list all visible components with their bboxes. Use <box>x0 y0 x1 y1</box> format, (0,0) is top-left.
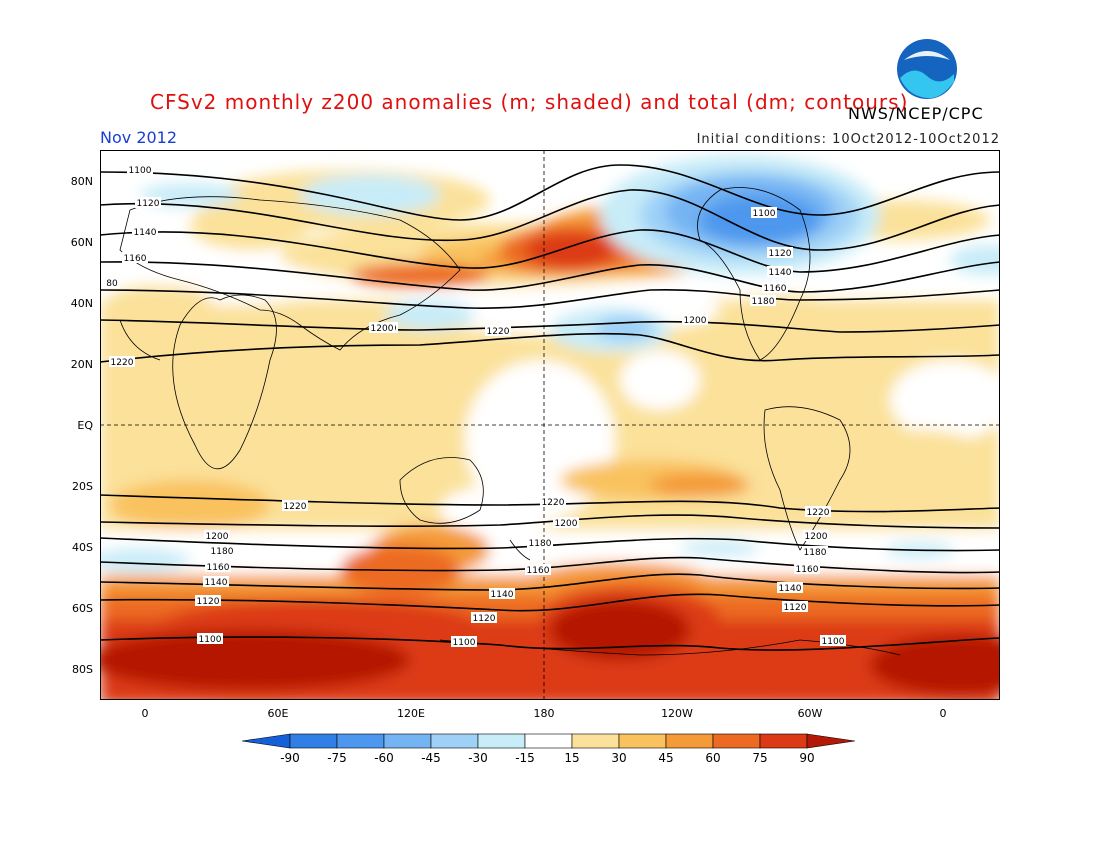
colorbar-segment <box>665 733 714 749</box>
contour-label: 1100 <box>453 638 476 648</box>
colorbar-segment <box>712 733 761 749</box>
colorbar-segment <box>571 733 620 749</box>
noaa-logo-icon <box>897 39 957 99</box>
contour-label: 1200 <box>371 324 394 334</box>
lat-label: 40N <box>71 297 93 310</box>
colorbar-tick-label: 15 <box>564 751 579 765</box>
contour-labels-east: 1100 1120 1140 1160 1180 1200 1220 1100 … <box>451 207 846 648</box>
contour-label: 1100 <box>753 209 776 219</box>
contour-label: 1120 <box>769 249 792 259</box>
contour-label: 1120 <box>137 199 160 209</box>
contour-label: 1220 <box>807 508 830 518</box>
colorbar-segment <box>289 733 338 749</box>
lat-label: 80N <box>71 175 93 188</box>
contour-label: 1100 <box>129 166 152 176</box>
lat-label: 60S <box>72 602 93 615</box>
contour-label: 1180 <box>211 547 234 557</box>
chart-title: CFSv2 monthly z200 anomalies (m; shaded)… <box>150 90 909 114</box>
contour-label: 1220 <box>487 327 510 337</box>
contour-label: 1140 <box>205 578 228 588</box>
contour-label: 1200 <box>684 316 707 326</box>
colorbar-segment <box>524 733 573 749</box>
contour-label: 1200 <box>206 532 229 542</box>
contour-labels: 1100 1120 1140 1160 1180 1200 1220 80 11… <box>104 164 398 645</box>
contour-label: 1160 <box>527 566 550 576</box>
contour-label: 1100 <box>199 635 222 645</box>
agency-label: NWS/NCEP/CPC <box>848 104 984 123</box>
colorbar-tick-label: 30 <box>611 751 626 765</box>
lat-label: EQ <box>77 419 93 432</box>
lat-label: 40S <box>72 541 93 554</box>
colorbar-segment <box>477 733 526 749</box>
contour-label: 1120 <box>473 614 496 624</box>
contour-label: 1140 <box>779 584 802 594</box>
colorbar-right-arrow <box>806 733 856 749</box>
lon-label: 180 <box>534 707 555 720</box>
contour-label: 1180 <box>804 548 827 558</box>
colorbar-tick-label: 60 <box>705 751 720 765</box>
contour-label: 1140 <box>491 590 514 600</box>
contour-label: 1160 <box>796 565 819 575</box>
lat-label: 60N <box>71 236 93 249</box>
initial-conditions: Initial conditions: 10Oct2012-10Oct2012 <box>696 132 1000 147</box>
lon-label: 0 <box>940 707 947 720</box>
colorbar-tick-label: 75 <box>752 751 767 765</box>
reference-lines <box>100 150 1000 700</box>
contour-label: 1220 <box>284 502 307 512</box>
colorbar-left-arrow <box>241 733 291 749</box>
contour-label: 1200 <box>555 519 578 529</box>
lat-label: 20S <box>72 480 93 493</box>
contour-label: 1180 <box>752 297 775 307</box>
colorbar-segment <box>430 733 479 749</box>
colorbar-tick-label: -60 <box>374 751 394 765</box>
contour-label: 1140 <box>769 268 792 278</box>
colorbar-segment <box>618 733 667 749</box>
longitude-labels: 0 60E 120E 180 120W 60W 0 <box>142 707 947 720</box>
contour-label: 1120 <box>197 597 220 607</box>
contour-label: 1120 <box>784 603 807 613</box>
colorbar-tick-label: 90 <box>799 751 814 765</box>
map-frame <box>100 150 1000 700</box>
contour-label: 1220 <box>542 498 565 508</box>
colorbar-tick-label: -45 <box>421 751 441 765</box>
lon-label: 0 <box>142 707 149 720</box>
contour-label: 1180 <box>529 539 552 549</box>
colorbar-tick-label: -30 <box>468 751 488 765</box>
contour-label: 1160 <box>207 563 230 573</box>
colorbar: -90 -75 -60 -45 -30 -15 15 30 45 60 75 90 <box>241 733 856 765</box>
colorbar-tick-label: -15 <box>515 751 535 765</box>
valid-month: Nov 2012 <box>100 128 178 147</box>
colorbar-segment <box>336 733 385 749</box>
lat-label: 20N <box>71 358 93 371</box>
anomaly-shading <box>100 155 1000 700</box>
contour-label: 1100 <box>822 637 845 647</box>
lat-label: 80S <box>72 663 93 676</box>
colorbar-tick-label: -90 <box>280 751 300 765</box>
colorbar-segment <box>383 733 432 749</box>
contour-label: 1140 <box>134 228 157 238</box>
contour-label: 1200 <box>805 532 828 542</box>
colorbar-tick-label: 45 <box>658 751 673 765</box>
lon-label: 120W <box>661 707 693 720</box>
contour-label: 1160 <box>124 254 147 264</box>
lon-label: 60E <box>268 707 289 720</box>
contour-label: 80 <box>106 279 118 289</box>
latitude-labels: 80N 60N 40N 20N EQ 20S 40S 60S 80S <box>71 175 94 676</box>
lon-label: 120E <box>397 707 425 720</box>
colorbar-segment <box>759 733 808 749</box>
contour-label: 1160 <box>764 284 787 294</box>
colorbar-tick-label: -75 <box>327 751 347 765</box>
contour-label: 1220 <box>111 358 134 368</box>
lon-label: 60W <box>798 707 823 720</box>
z200-anomaly-map: 1100 1120 1140 1160 1180 1200 1220 80 11… <box>100 150 1000 700</box>
